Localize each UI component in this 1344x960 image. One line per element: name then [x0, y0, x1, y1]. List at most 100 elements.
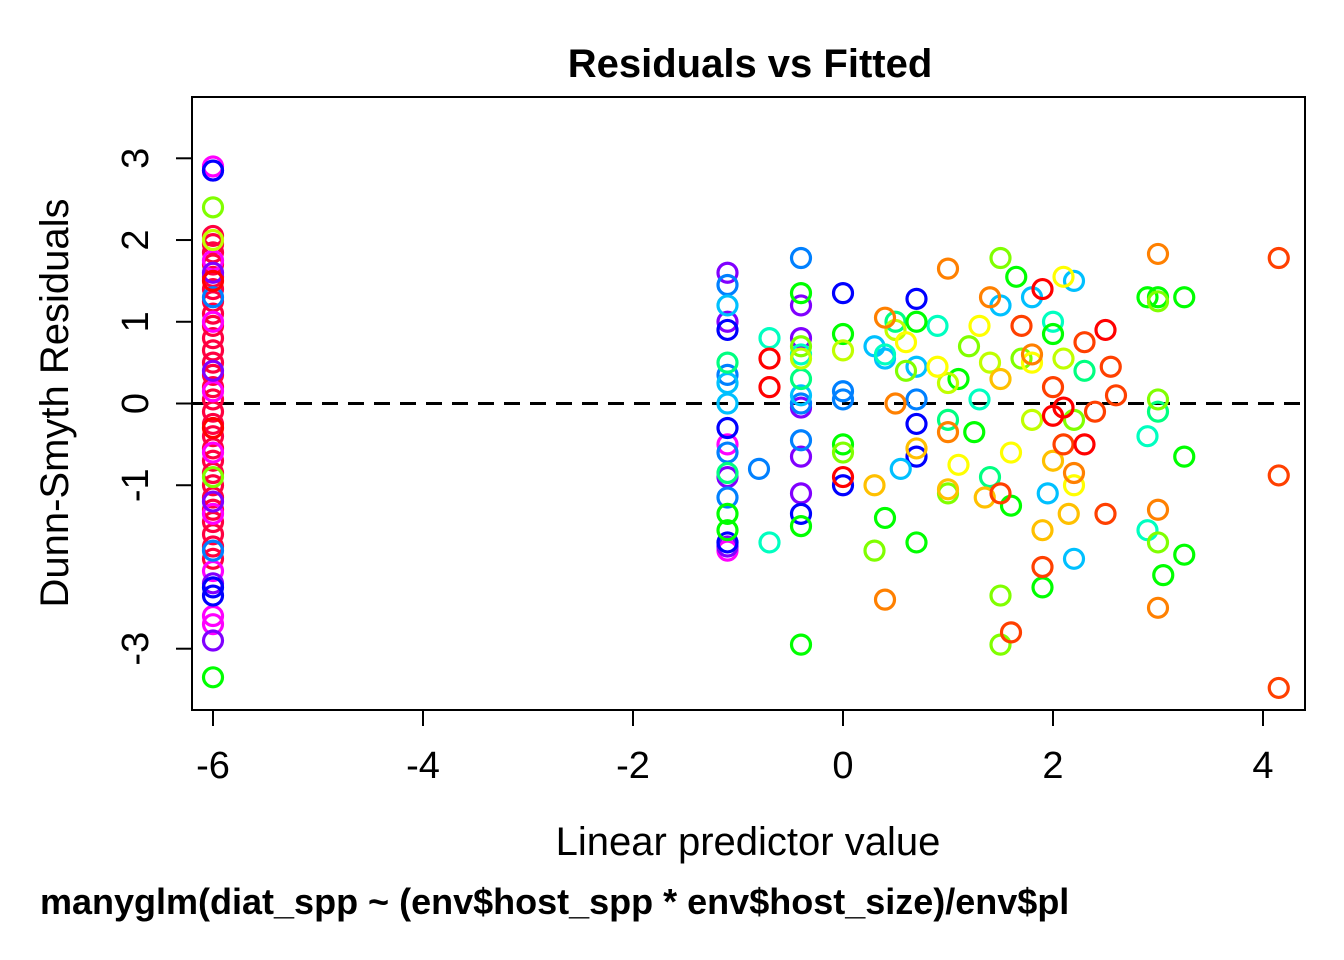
- residual-point: [716, 519, 739, 542]
- residual-point: [894, 331, 918, 354]
- residual-point: [1020, 343, 1044, 366]
- residual-point: [201, 539, 225, 562]
- residual-point: [1041, 449, 1065, 472]
- residual-point: [1173, 445, 1196, 468]
- residual-point: [1173, 543, 1196, 566]
- residual-point: [201, 327, 225, 350]
- residual-point: [1073, 433, 1096, 456]
- residual-point: [758, 376, 781, 399]
- residual-point: [1146, 388, 1170, 411]
- residual-point: [1083, 400, 1107, 423]
- residual-point: [1267, 246, 1290, 270]
- x-tick-label: 4: [1252, 745, 1273, 787]
- data-points: [201, 155, 1290, 700]
- x-tick-label: 2: [1042, 745, 1063, 787]
- model-formula-subtitle: manyglm(diat_spp ~ (env$host_spp * env$h…: [40, 881, 1069, 922]
- residual-point: [973, 486, 996, 509]
- residual-point: [716, 531, 739, 554]
- residual-point: [978, 351, 1002, 374]
- residual-point: [1031, 277, 1054, 301]
- residual-point: [1062, 474, 1086, 497]
- residual-point: [1005, 265, 1028, 288]
- residual-point: [1094, 502, 1117, 525]
- residual-point: [831, 322, 855, 346]
- x-tick-label: 0: [832, 745, 853, 787]
- residual-point: [905, 412, 928, 436]
- residual-point: [831, 339, 855, 362]
- residual-point: [789, 502, 813, 525]
- residual-point: [201, 310, 225, 333]
- residual-point: [716, 363, 739, 386]
- residual-point: [201, 159, 225, 182]
- residual-point: [831, 474, 855, 497]
- residual-point: [905, 445, 928, 468]
- residual-point: [1146, 498, 1170, 521]
- residual-point: [1052, 265, 1075, 288]
- residual-point: [989, 633, 1012, 656]
- residual-point: [831, 441, 855, 464]
- residual-point: [926, 314, 949, 337]
- residual-point: [905, 355, 928, 378]
- y-tick-label: 1: [115, 311, 157, 332]
- residual-point: [201, 269, 225, 292]
- chart-title: Residuals vs Fitted: [568, 42, 933, 86]
- residual-point: [201, 474, 225, 497]
- y-tick-label: -1: [115, 468, 157, 502]
- residual-point: [201, 584, 225, 607]
- residual-point: [789, 482, 813, 505]
- residual-point: [716, 433, 739, 456]
- residual-point: [1062, 547, 1086, 570]
- residual-point: [201, 228, 225, 252]
- residual-point: [716, 486, 739, 509]
- residual-point: [1146, 242, 1170, 266]
- residual-point: [831, 388, 855, 411]
- residual-point: [1146, 531, 1170, 554]
- residual-point: [201, 196, 225, 219]
- residual-point: [201, 351, 225, 374]
- residual-point: [1267, 676, 1290, 700]
- residual-point: [789, 633, 813, 656]
- residual-point: [884, 392, 907, 415]
- residual-point: [989, 246, 1012, 270]
- residual-point: [873, 343, 897, 366]
- residual-point: [936, 421, 960, 444]
- residual-point: [989, 367, 1012, 391]
- residual-point: [1036, 482, 1059, 505]
- residual-point: [905, 437, 928, 460]
- residual-point: [873, 588, 897, 611]
- residual-point: [1062, 269, 1086, 292]
- residual-point: [1020, 408, 1044, 431]
- residual-point: [789, 335, 813, 358]
- residual-point: [884, 310, 907, 333]
- residual-point: [1073, 331, 1096, 354]
- residual-point: [1041, 376, 1065, 399]
- residual-point: [1031, 576, 1054, 599]
- residual-point: [716, 351, 739, 374]
- residual-point: [201, 629, 225, 652]
- residual-point: [201, 277, 225, 301]
- residual-point: [1041, 310, 1065, 333]
- y-tick-label: 3: [115, 148, 157, 169]
- y-tick-label: 2: [115, 229, 157, 250]
- residual-point: [1010, 347, 1033, 370]
- residual-point: [1094, 318, 1117, 342]
- residual-point: [1073, 359, 1096, 382]
- residual-point: [789, 282, 813, 305]
- residual-point: [1099, 355, 1122, 378]
- residual-point: [716, 461, 739, 485]
- residual-point: [1062, 408, 1086, 431]
- residual-point: [978, 465, 1002, 489]
- y-axis-label: Dunn-Smyth Residuals: [33, 198, 77, 607]
- residual-point: [831, 433, 855, 456]
- x-tick-label: -2: [616, 745, 650, 787]
- residual-point: [201, 576, 225, 599]
- x-axis-label: Linear predictor value: [556, 820, 941, 864]
- residual-point: [758, 531, 781, 554]
- residual-point: [789, 246, 813, 270]
- residual-point: [201, 490, 225, 513]
- residual-point: [758, 347, 781, 370]
- residual-point: [201, 359, 225, 382]
- residual-point: [201, 261, 225, 284]
- residual-point: [789, 514, 813, 538]
- residual-point: [889, 457, 912, 480]
